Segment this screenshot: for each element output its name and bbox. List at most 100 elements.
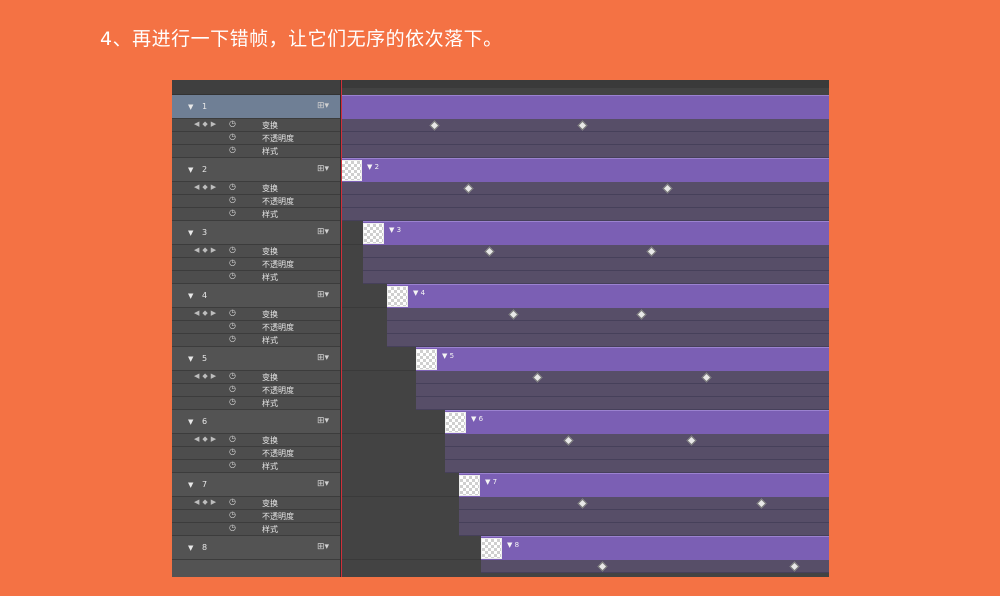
property-span[interactable] (416, 371, 829, 384)
property-span[interactable] (459, 497, 829, 510)
layer-duration-bar[interactable]: ▼ 2 (341, 158, 829, 182)
property-span[interactable] (363, 271, 829, 284)
stopwatch-icon[interactable]: ◷ (229, 523, 236, 532)
layer-duration-bar[interactable]: ▼ 7 (459, 473, 829, 497)
keyframe-navigator-icon[interactable]: ◀◆▶ (194, 120, 220, 128)
collapse-triangle-icon[interactable]: ▼ (188, 418, 194, 426)
keyframe-navigator-icon[interactable]: ◀◆▶ (194, 183, 220, 191)
layer-duration-bar[interactable] (341, 95, 829, 119)
layer-style-icon[interactable]: ⊞▾ (317, 101, 330, 111)
stopwatch-icon[interactable]: ◷ (229, 195, 236, 204)
stopwatch-icon[interactable]: ◷ (229, 245, 236, 254)
stopwatch-icon[interactable]: ◷ (229, 497, 236, 506)
property-row[interactable]: ◷ 不透明度 (172, 447, 340, 460)
layer-style-icon[interactable]: ⊞▾ (317, 164, 330, 174)
property-span[interactable] (341, 132, 829, 145)
property-span[interactable] (445, 460, 829, 473)
keyframe-navigator-icon[interactable]: ◀◆▶ (194, 372, 220, 380)
property-span[interactable] (387, 308, 829, 321)
property-span[interactable] (363, 258, 829, 271)
property-row[interactable]: ◷ 不透明度 (172, 384, 340, 397)
layer-track[interactable]: ▼ 4 (341, 284, 829, 308)
layer-row[interactable]: ▼ 8 ⊞▾ (172, 536, 340, 560)
property-row[interactable]: ◀◆▶ ◷ 变换 (172, 497, 340, 510)
property-span[interactable] (445, 434, 829, 447)
property-row[interactable]: ◀◆▶ ◷ 变换 (172, 308, 340, 321)
keyframe-navigator-icon[interactable]: ◀◆▶ (194, 435, 220, 443)
property-row[interactable]: ◷ 样式 (172, 208, 340, 221)
timeline-tracks[interactable]: ▼ 2 ▼ 3 ▼ 4 ▼ 5 ▼ 6 ▼ 7 ▼ 8 (341, 80, 829, 577)
keyframe-navigator-icon[interactable]: ◀◆▶ (194, 498, 220, 506)
layer-duration-bar[interactable]: ▼ 8 (481, 536, 829, 560)
property-span[interactable] (341, 208, 829, 221)
collapse-triangle-icon[interactable]: ▼ (188, 544, 194, 552)
layer-track[interactable]: ▼ 8 (341, 536, 829, 560)
playhead[interactable] (341, 80, 342, 577)
stopwatch-icon[interactable]: ◷ (229, 271, 236, 280)
layer-row[interactable]: ▼ 7 ⊞▾ (172, 473, 340, 497)
stopwatch-icon[interactable]: ◷ (229, 182, 236, 191)
property-span[interactable] (445, 447, 829, 460)
property-row[interactable]: ◷ 不透明度 (172, 195, 340, 208)
stopwatch-icon[interactable]: ◷ (229, 258, 236, 267)
property-span[interactable] (459, 510, 829, 523)
layer-style-icon[interactable]: ⊞▾ (317, 479, 330, 489)
property-row[interactable]: ◷ 样式 (172, 334, 340, 347)
property-row[interactable]: ◷ 样式 (172, 523, 340, 536)
layer-style-icon[interactable]: ⊞▾ (317, 542, 330, 552)
time-ruler[interactable] (341, 80, 829, 88)
keyframe-navigator-icon[interactable]: ◀◆▶ (194, 309, 220, 317)
stopwatch-icon[interactable]: ◷ (229, 308, 236, 317)
layer-style-icon[interactable]: ⊞▾ (317, 290, 330, 300)
property-row[interactable]: ◀◆▶ ◷ 变换 (172, 245, 340, 258)
property-span[interactable] (387, 321, 829, 334)
layer-track[interactable] (341, 95, 829, 119)
stopwatch-icon[interactable]: ◷ (229, 460, 236, 469)
layer-duration-bar[interactable]: ▼ 4 (387, 284, 829, 308)
collapse-triangle-icon[interactable]: ▼ (188, 229, 194, 237)
layer-style-icon[interactable]: ⊞▾ (317, 353, 330, 363)
property-span[interactable] (387, 334, 829, 347)
property-row[interactable]: ◀◆▶ ◷ 变换 (172, 182, 340, 195)
stopwatch-icon[interactable]: ◷ (229, 208, 236, 217)
collapse-triangle-icon[interactable]: ▼ (188, 103, 194, 111)
collapse-triangle-icon[interactable]: ▼ (188, 355, 194, 363)
stopwatch-icon[interactable]: ◷ (229, 132, 236, 141)
property-row[interactable]: ◷ 样式 (172, 271, 340, 284)
layer-row[interactable]: ▼ 6 ⊞▾ (172, 410, 340, 434)
property-span[interactable] (341, 145, 829, 158)
property-span[interactable] (341, 195, 829, 208)
property-span[interactable] (481, 560, 829, 573)
property-row[interactable]: ◷ 样式 (172, 145, 340, 158)
property-row[interactable]: ◷ 不透明度 (172, 321, 340, 334)
property-span[interactable] (416, 384, 829, 397)
property-row[interactable]: ◷ 样式 (172, 460, 340, 473)
property-row[interactable]: ◷ 不透明度 (172, 258, 340, 271)
property-row[interactable]: ◷ 不透明度 (172, 132, 340, 145)
layer-row[interactable]: ▼ 1 ⊞▾ (172, 95, 340, 119)
layer-style-icon[interactable]: ⊞▾ (317, 416, 330, 426)
property-span[interactable] (341, 182, 829, 195)
stopwatch-icon[interactable]: ◷ (229, 384, 236, 393)
layer-row[interactable]: ▼ 5 ⊞▾ (172, 347, 340, 371)
stopwatch-icon[interactable]: ◷ (229, 434, 236, 443)
collapse-triangle-icon[interactable]: ▼ (188, 481, 194, 489)
layer-duration-bar[interactable]: ▼ 6 (445, 410, 829, 434)
stopwatch-icon[interactable]: ◷ (229, 397, 236, 406)
layer-duration-bar[interactable]: ▼ 3 (363, 221, 829, 245)
stopwatch-icon[interactable]: ◷ (229, 321, 236, 330)
keyframe-navigator-icon[interactable]: ◀◆▶ (194, 246, 220, 254)
layer-row[interactable]: ▼ 4 ⊞▾ (172, 284, 340, 308)
stopwatch-icon[interactable]: ◷ (229, 447, 236, 456)
property-row[interactable]: ◷ 不透明度 (172, 510, 340, 523)
property-row[interactable]: ◀◆▶ ◷ 变换 (172, 371, 340, 384)
property-span[interactable] (363, 245, 829, 258)
layer-track[interactable]: ▼ 2 (341, 158, 829, 182)
stopwatch-icon[interactable]: ◷ (229, 371, 236, 380)
layer-row[interactable]: ▼ 3 ⊞▾ (172, 221, 340, 245)
stopwatch-icon[interactable]: ◷ (229, 119, 236, 128)
property-row[interactable]: ◀◆▶ ◷ 变换 (172, 434, 340, 447)
layer-row[interactable]: ▼ 2 ⊞▾ (172, 158, 340, 182)
stopwatch-icon[interactable]: ◷ (229, 145, 236, 154)
collapse-triangle-icon[interactable]: ▼ (188, 292, 194, 300)
